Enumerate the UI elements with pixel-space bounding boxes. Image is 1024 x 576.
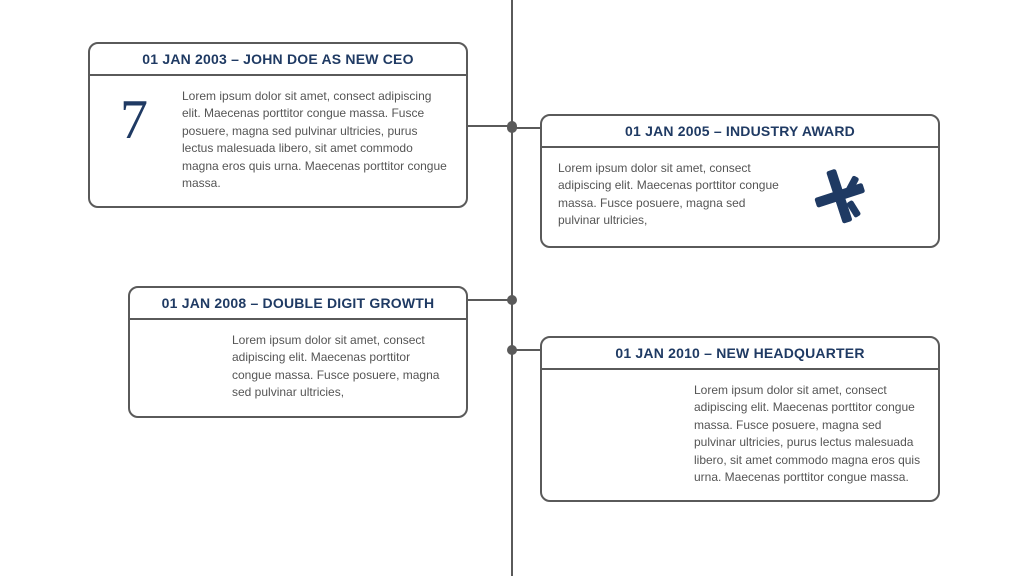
card-title: 01 JAN 2005 – INDUSTRY AWARD [542,116,938,148]
card-title: 01 JAN 2003 – JOHN DOE AS NEW CEO [90,44,466,76]
card-body-text: Lorem ipsum dolor sit amet, consect adip… [232,332,450,402]
timeline-connector [468,299,512,301]
timeline-card-award: 01 JAN 2005 – INDUSTRY AWARD Lorem ipsum… [540,114,940,248]
number-seven-icon: 7 [106,88,166,148]
timeline-axis [511,0,513,576]
timeline-card-ceo: 01 JAN 2003 – JOHN DOE AS NEW CEO 7 Lore… [88,42,468,208]
timeline-connector [512,127,540,129]
card-title: 01 JAN 2010 – NEW HEADQUARTER [542,338,938,370]
card-body-text: Lorem ipsum dolor sit amet, consect adip… [558,160,788,230]
timeline-connector [512,349,540,351]
timeline-connector [468,125,512,127]
cross-star-icon [804,160,876,232]
card-title: 01 JAN 2008 – DOUBLE DIGIT GROWTH [130,288,466,320]
card-body-text: Lorem ipsum dolor sit amet, consect adip… [182,88,450,192]
card-body-text: Lorem ipsum dolor sit amet, consect adip… [694,382,922,486]
timeline-card-hq: 01 JAN 2010 – NEW HEADQUARTER Lorem ipsu… [540,336,940,502]
timeline-card-growth: 01 JAN 2008 – DOUBLE DIGIT GROWTH Lorem … [128,286,468,418]
